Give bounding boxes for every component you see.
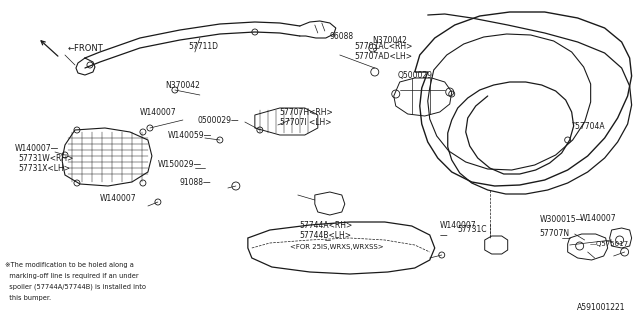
Text: N370042: N370042 [372,36,406,44]
Text: 57731C: 57731C [458,226,487,235]
Text: 57707H<RH>: 57707H<RH> [280,108,333,116]
Text: N370042: N370042 [165,81,200,90]
Text: A591001221: A591001221 [577,303,626,313]
Text: 57731X<LH>: 57731X<LH> [18,164,70,172]
Text: <FOR 25IS,WRXS,WRXSS>: <FOR 25IS,WRXS,WRXSS> [290,244,383,250]
Text: W140007—: W140007— [15,143,60,153]
Text: 57731W<RH>: 57731W<RH> [18,154,74,163]
Text: 96088: 96088 [330,31,354,41]
Text: spoiler (57744A/57744B) is installed into: spoiler (57744A/57744B) is installed int… [5,284,146,290]
Text: 57744B<LH>: 57744B<LH> [300,231,352,241]
Text: marking-off line is required if an under: marking-off line is required if an under [5,273,139,279]
Text: W140007: W140007 [140,108,177,116]
Text: W140007: W140007 [100,194,136,203]
Text: W140059—: W140059— [168,131,212,140]
Text: this bumper.: this bumper. [5,295,51,301]
Text: ‷57704A: ‷57704A [572,122,605,131]
Text: 91088—: 91088— [180,178,211,187]
Text: 57711D: 57711D [188,42,218,51]
Text: W140007: W140007 [580,213,616,222]
Text: 0500029—: 0500029— [198,116,239,124]
Text: W300015—: W300015— [540,215,584,225]
Text: 57744A<RH>: 57744A<RH> [300,220,353,229]
Text: 57707AD<LH>: 57707AD<LH> [355,52,413,60]
Text: 57707I <LH>: 57707I <LH> [280,117,332,126]
Text: ←FRONT: ←FRONT [68,44,104,52]
Text: ※The modification to be holed along a: ※The modification to be holed along a [5,262,134,268]
Text: W150029—: W150029— [158,159,202,169]
Text: 57707AC<RH>: 57707AC<RH> [355,42,413,51]
Text: —: — [440,231,447,241]
Text: W140007: W140007 [440,221,476,230]
Text: Q500029: Q500029 [398,70,433,79]
Text: 57707N: 57707N [540,229,570,238]
Text: —Q575017: —Q575017 [589,241,628,247]
